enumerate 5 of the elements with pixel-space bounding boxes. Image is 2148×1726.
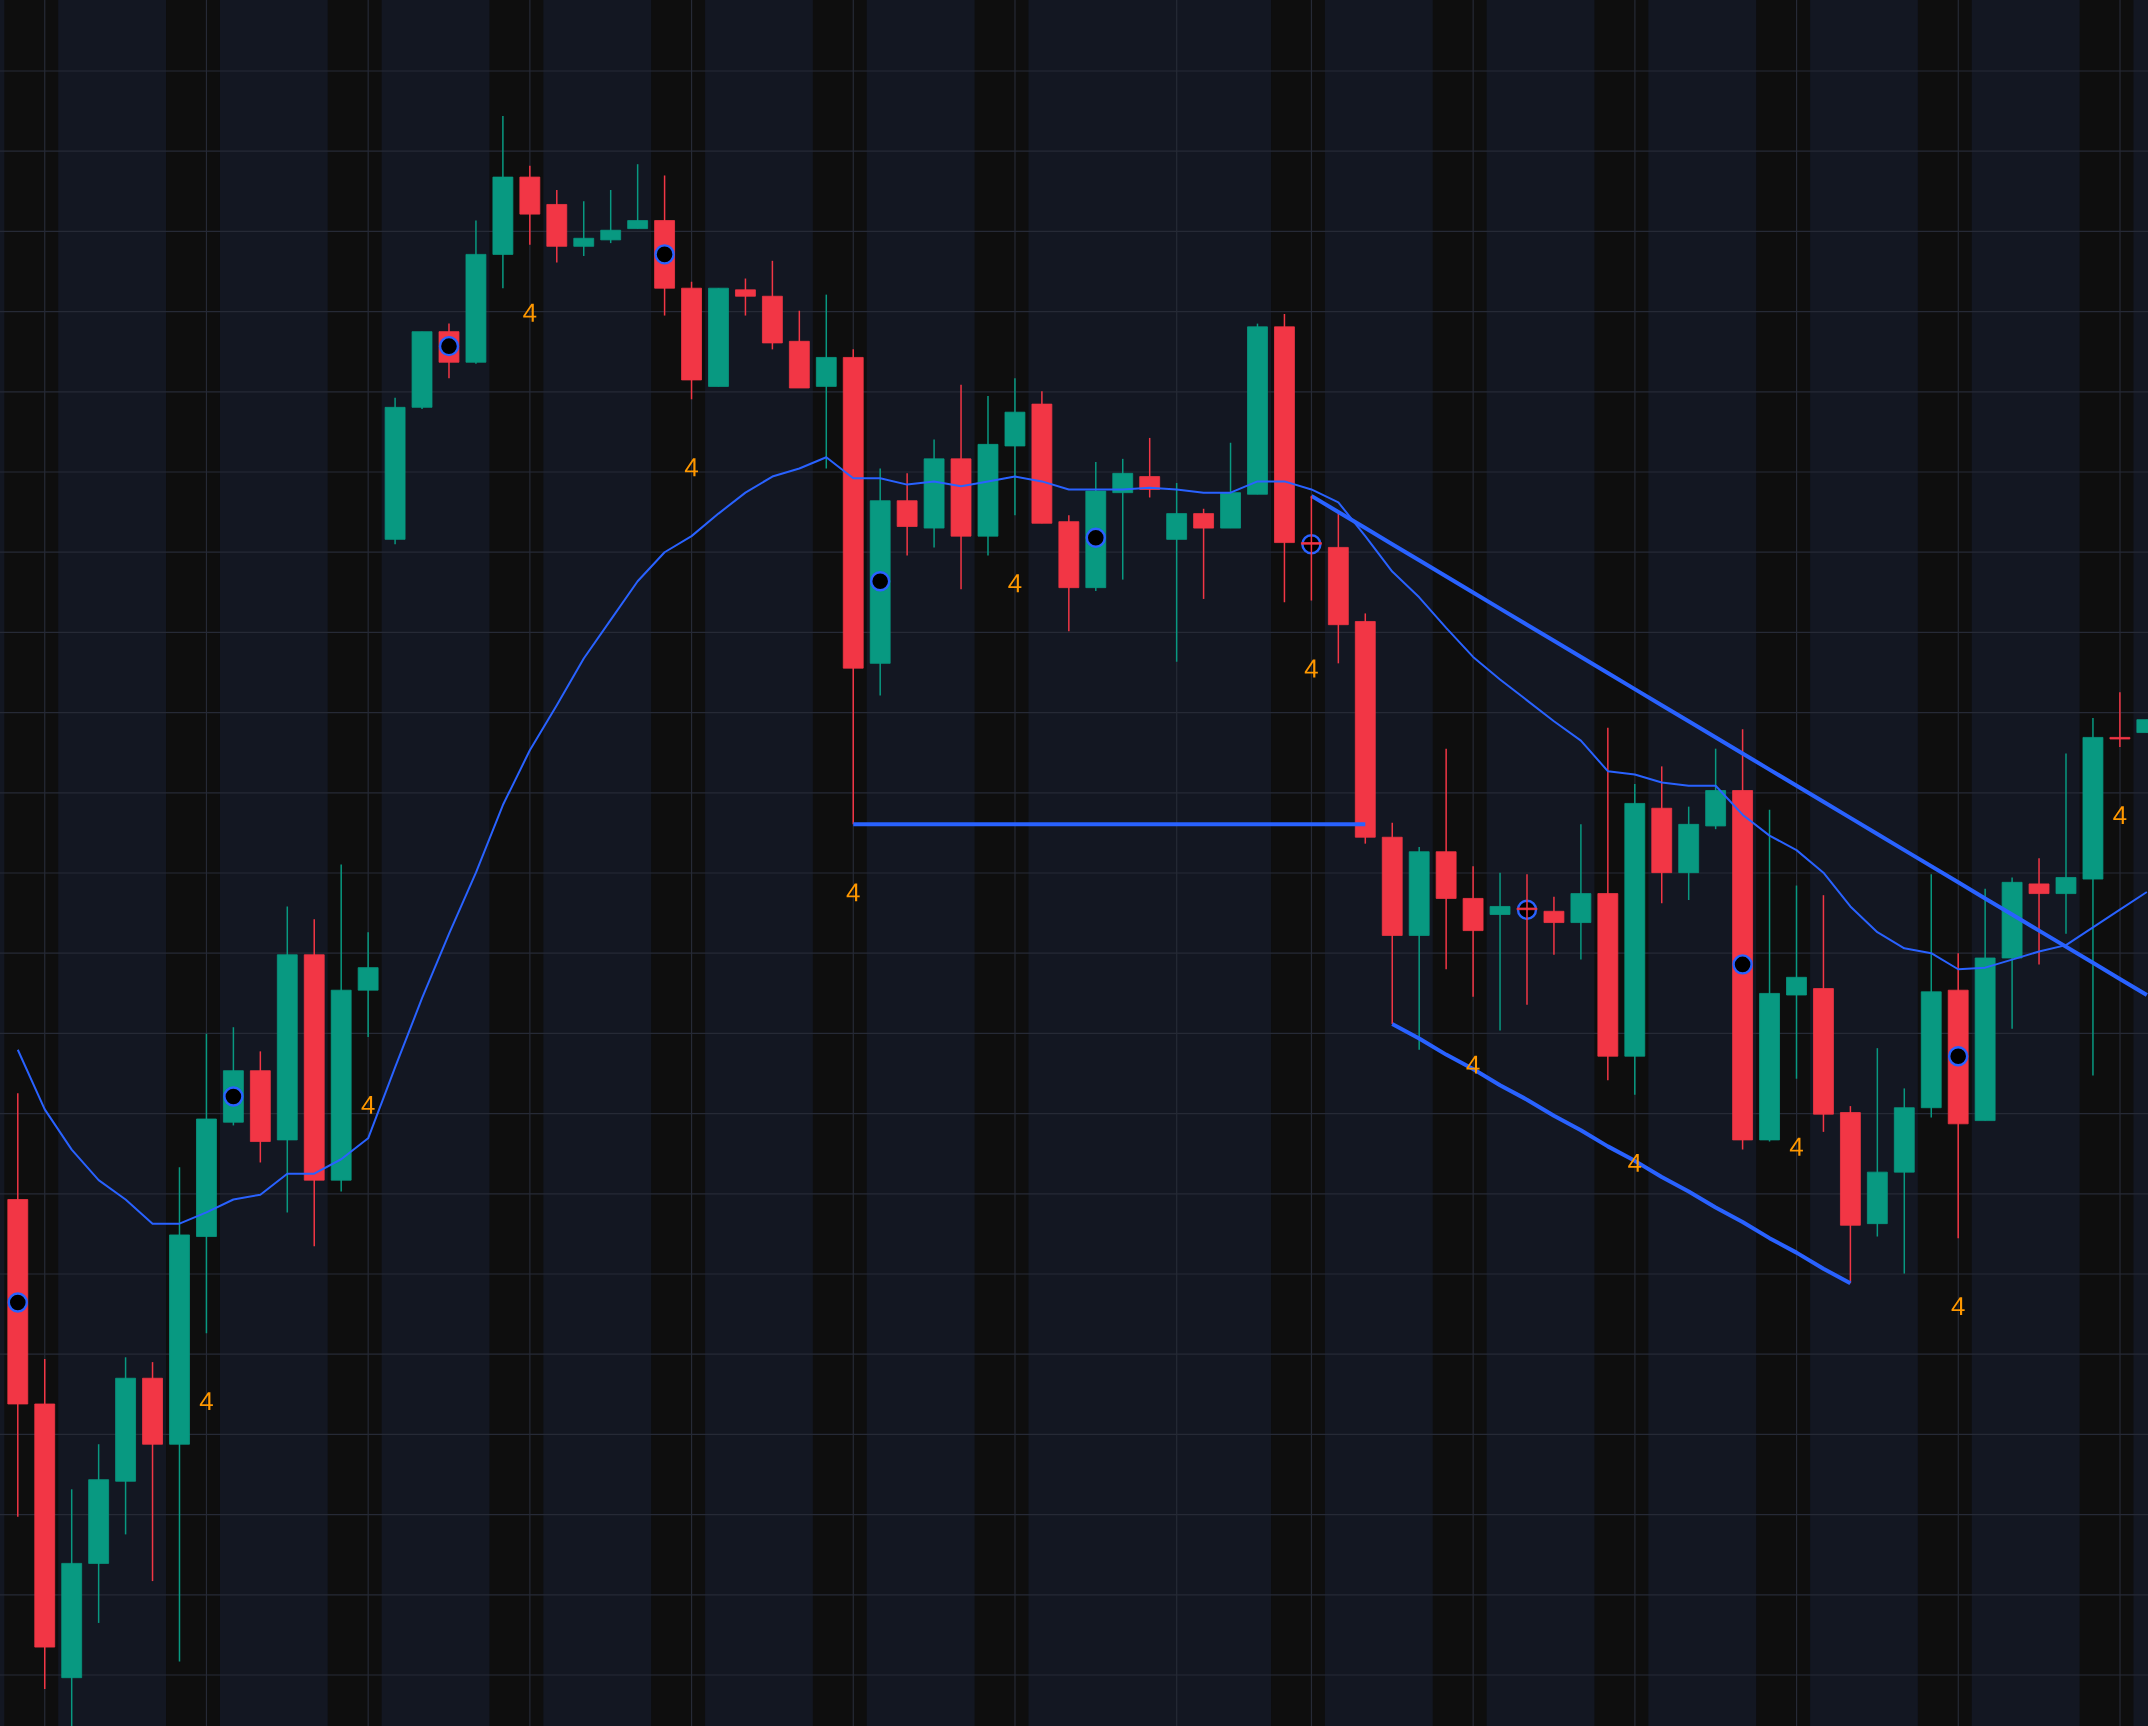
point	[654, 244, 675, 265]
point	[7, 1292, 28, 1313]
candlestick	[627, 163, 649, 230]
candlestick	[573, 200, 595, 257]
candlestick	[600, 189, 622, 244]
